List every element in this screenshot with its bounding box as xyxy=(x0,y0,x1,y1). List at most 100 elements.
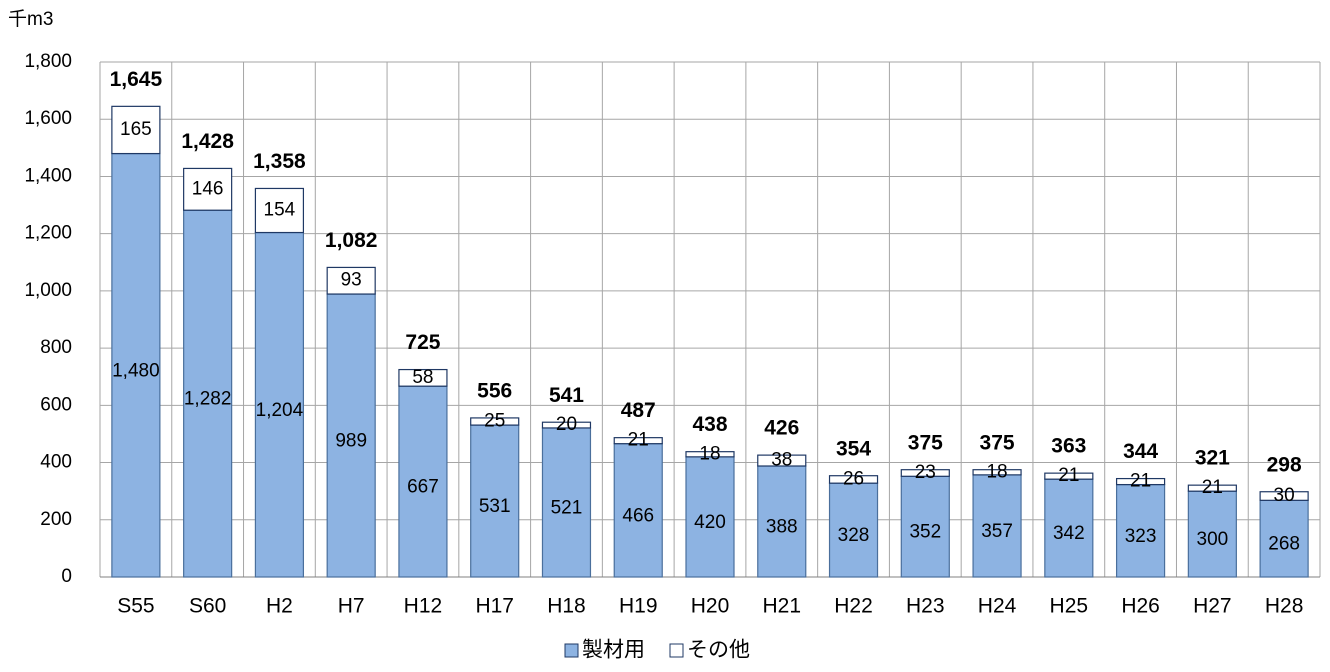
bar-segment xyxy=(541,427,592,578)
segment-label: 667 xyxy=(407,477,439,498)
bar-segment xyxy=(1044,472,1094,480)
segment-label: 30 xyxy=(1274,485,1295,506)
bar-segment xyxy=(972,469,1022,476)
bar-segment xyxy=(111,152,161,578)
bar-segment xyxy=(1115,477,1166,486)
y-tick-label: 0 xyxy=(61,566,72,587)
total-label: 375 xyxy=(908,431,943,454)
segment-label: 21 xyxy=(1202,477,1223,498)
segment-label: 165 xyxy=(120,119,152,140)
segment-label: 1,480 xyxy=(112,360,160,381)
segment-label: 18 xyxy=(699,443,720,464)
x-tick-label: H21 xyxy=(762,595,801,618)
segment-label: 93 xyxy=(341,270,362,291)
segment-label: 531 xyxy=(479,496,511,517)
segment-label: 1,282 xyxy=(184,389,232,410)
segment-label: 323 xyxy=(1125,526,1157,547)
x-tick-label: H28 xyxy=(1265,595,1304,618)
segment-label: 21 xyxy=(628,430,649,451)
segment-label: 154 xyxy=(264,200,296,221)
bar-segment xyxy=(685,451,735,458)
x-tick-label: H26 xyxy=(1121,595,1160,618)
segment-label: 342 xyxy=(1053,523,1085,544)
segment-label: 23 xyxy=(915,462,936,483)
segment-label: 21 xyxy=(1058,465,1079,486)
bar-segment xyxy=(326,266,376,295)
total-label: 556 xyxy=(477,379,512,402)
legend-swatch xyxy=(564,643,579,658)
segment-label: 18 xyxy=(986,461,1007,482)
segment-label: 989 xyxy=(335,431,367,452)
y-tick-label: 1,600 xyxy=(24,108,72,129)
total-label: 1,082 xyxy=(325,229,378,252)
total-label: 725 xyxy=(405,331,440,354)
bar-segment xyxy=(828,475,879,484)
bar-segment xyxy=(613,437,663,445)
total-label: 354 xyxy=(836,437,871,460)
bar-segment xyxy=(111,105,161,155)
segment-label: 1,204 xyxy=(256,400,304,421)
bar-segment xyxy=(541,421,592,429)
y-tick-label: 1,200 xyxy=(24,223,72,244)
y-tick-label: 400 xyxy=(40,452,72,473)
bar-segment xyxy=(1044,478,1094,578)
segment-label: 25 xyxy=(484,411,505,432)
bar-segment xyxy=(900,469,950,477)
total-label: 541 xyxy=(549,384,584,407)
total-label: 321 xyxy=(1195,447,1230,470)
segment-label: 420 xyxy=(694,512,726,533)
x-tick-label: H25 xyxy=(1050,595,1089,618)
x-tick-label: H19 xyxy=(619,595,658,618)
total-label: 426 xyxy=(764,417,799,440)
x-tick-label: H22 xyxy=(834,595,873,618)
y-tick-label: 800 xyxy=(40,337,72,358)
bar-segment xyxy=(1259,491,1309,501)
x-tick-label: H23 xyxy=(906,595,945,618)
x-tick-label: H12 xyxy=(404,595,443,618)
total-label: 487 xyxy=(621,399,656,422)
segment-label: 352 xyxy=(909,522,941,543)
x-tick-label: H27 xyxy=(1193,595,1232,618)
segment-label: 58 xyxy=(412,367,433,388)
segment-label: 466 xyxy=(622,505,654,526)
segment-label: 328 xyxy=(838,525,870,546)
total-label: 1,358 xyxy=(253,150,306,173)
bar-segment xyxy=(972,474,1022,578)
bar-segment xyxy=(254,231,305,578)
x-tick-label: H2 xyxy=(266,595,293,618)
x-tick-label: S60 xyxy=(189,595,226,618)
bar-segment xyxy=(757,454,807,467)
y-tick-label: 1,400 xyxy=(24,165,72,186)
x-tick-label: H24 xyxy=(978,595,1017,618)
bar-segment xyxy=(613,443,663,578)
segment-label: 38 xyxy=(771,450,792,471)
segment-label: 146 xyxy=(192,178,224,199)
segment-label: 521 xyxy=(551,497,583,518)
segment-label: 21 xyxy=(1130,471,1151,492)
legend-label: その他 xyxy=(687,639,750,662)
y-tick-label: 200 xyxy=(40,509,72,530)
x-tick-label: S55 xyxy=(117,595,154,618)
x-tick-label: H18 xyxy=(547,595,586,618)
bar-segment xyxy=(1187,490,1237,578)
y-tick-label: 1,800 xyxy=(24,51,72,72)
segment-label: 26 xyxy=(843,468,864,489)
bar-segment xyxy=(757,465,807,578)
y-tick-label: 600 xyxy=(40,394,72,415)
legend-swatch xyxy=(669,643,684,658)
bar-segment xyxy=(183,209,233,578)
legend-label: 製材用 xyxy=(582,639,645,662)
bar-segment xyxy=(398,368,448,387)
segment-label: 357 xyxy=(981,521,1013,542)
y-axis-label: 千m3 xyxy=(8,8,53,30)
total-label: 363 xyxy=(1051,435,1086,458)
bar-segment xyxy=(326,293,376,578)
total-label: 375 xyxy=(980,431,1015,454)
x-tick-label: H20 xyxy=(691,595,730,618)
segment-label: 268 xyxy=(1268,534,1300,555)
total-label: 344 xyxy=(1123,440,1158,463)
bar-segment xyxy=(1115,483,1166,578)
bar-segment xyxy=(254,187,305,234)
